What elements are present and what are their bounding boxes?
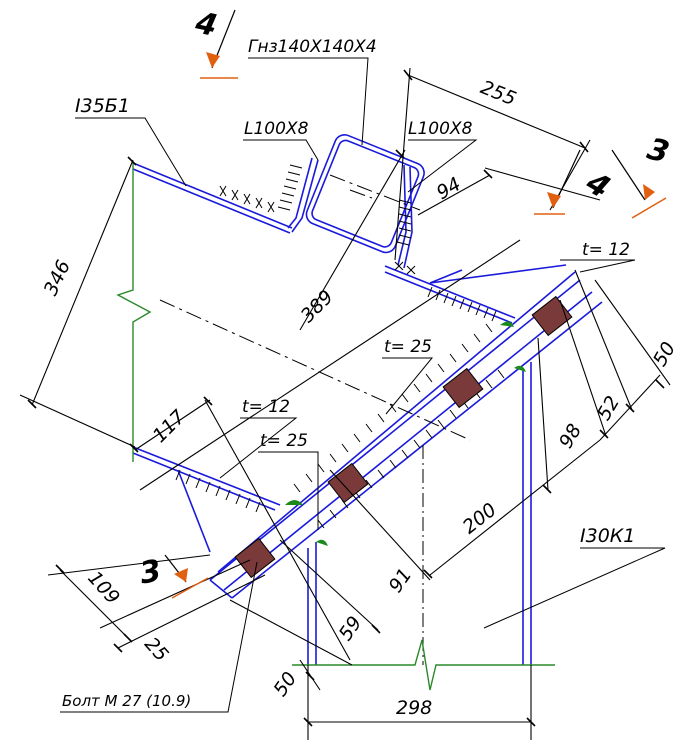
section-3-right-label: 3 — [644, 132, 673, 171]
column-break-line — [292, 639, 555, 691]
plate-t12-left-label: t= 12 — [242, 397, 290, 417]
dim-25: 25 — [140, 633, 173, 666]
dim-298: 298 — [396, 697, 432, 719]
section-3-left-label: 3 — [137, 553, 164, 591]
dimension-ticks — [27, 69, 665, 727]
plate-t25-left-label: t= 25 — [260, 431, 308, 451]
beam-outline — [132, 162, 567, 553]
column-outline — [307, 362, 532, 665]
section-3-right — [611, 149, 667, 219]
plate-t25-main-label: t= 25 — [384, 337, 432, 357]
section-marks — [164, 9, 667, 599]
bolt-label: Болт М 27 (10.9) — [62, 692, 191, 710]
angle-right-label: L100X8 — [408, 119, 473, 139]
dim-346: 346 — [40, 257, 75, 299]
plate-t12-top-label: t= 12 — [582, 240, 630, 260]
dim-200: 200 — [459, 499, 501, 539]
column-profile-label: I30К1 — [580, 525, 635, 547]
leader-lines — [60, 57, 666, 713]
angle-left — [287, 157, 319, 233]
section-3-left — [164, 554, 209, 599]
dim-98: 98 — [555, 420, 586, 452]
dim-389: 389 — [297, 286, 338, 327]
dim-117: 117 — [149, 406, 190, 447]
brace-profile-label: Гнз140Х140Х4 — [248, 37, 377, 57]
beam-break-line — [116, 163, 152, 462]
angle-right — [397, 164, 413, 269]
bolt-1 — [234, 537, 276, 579]
axis-lines — [159, 174, 471, 441]
dim-91: 91 — [385, 564, 417, 596]
weld-fillets — [285, 321, 526, 546]
weld-hatches — [175, 164, 505, 529]
dim-50-bottom: 50 — [269, 668, 301, 700]
section-4-top-label: 4 — [191, 5, 220, 44]
bolt-3 — [442, 367, 484, 409]
beam-profile-label: I35Б1 — [75, 95, 130, 117]
section-4-top — [200, 9, 238, 79]
angle-left-label: L100X8 — [244, 119, 309, 139]
dim-109: 109 — [83, 567, 124, 609]
dim-50-right: 50 — [649, 338, 677, 370]
dim-255: 255 — [477, 76, 519, 110]
section-4-right-label: 4 — [579, 165, 615, 206]
end-plate — [209, 271, 603, 599]
dimension-lines — [19, 67, 671, 740]
bolt-2 — [327, 462, 369, 504]
dim-94: 94 — [433, 173, 465, 204]
section-4-right — [534, 149, 581, 215]
